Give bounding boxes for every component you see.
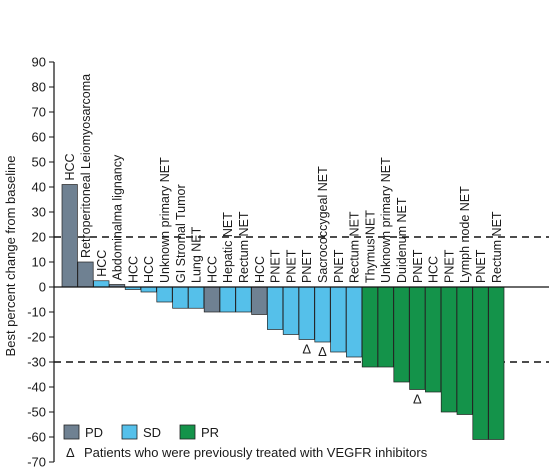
bar-25 <box>456 286 473 415</box>
y-tick-label-15: -60 <box>27 430 46 445</box>
legend-swatch-sd <box>121 424 138 440</box>
bar-19 <box>361 286 378 368</box>
category-label-12: HCC <box>253 256 267 283</box>
bar-5 <box>140 286 157 293</box>
bar-0 <box>61 184 78 288</box>
category-label-7: GI Stromal Tumor <box>174 184 188 283</box>
bar-10 <box>219 286 236 313</box>
legend: PD SD PR <box>63 424 219 440</box>
y-tick-label-12: -30 <box>27 355 46 370</box>
y-tick-label-6: 30 <box>32 205 46 220</box>
category-label-16: Sacrococcygeal NET <box>316 166 330 283</box>
category-label-2: HCC <box>95 250 109 277</box>
marker-0: Δ <box>302 342 311 357</box>
bar-15 <box>298 286 315 340</box>
y-ticks: 90 80 70 60 50 40 30 20 10 0 -10 -20 -30 -40 -50 -60 -70 <box>27 55 54 470</box>
bar-7 <box>172 286 189 309</box>
bar-13 <box>267 286 284 330</box>
y-tick-label-2: 70 <box>32 105 46 120</box>
bar-21 <box>393 286 410 383</box>
bar-23 <box>425 286 442 393</box>
y-tick-label-7: 20 <box>32 230 46 245</box>
y-tick-label-1: 80 <box>32 80 46 95</box>
bar-24 <box>440 286 457 413</box>
category-label-3: Abdominalma lignancy <box>111 154 125 281</box>
bar-9 <box>203 286 220 313</box>
category-label-8: Lung NET <box>190 226 204 283</box>
bar-6 <box>156 286 173 303</box>
y-axis-label: Best percent change from baseline <box>3 156 18 357</box>
y-tick-label-11: -20 <box>27 330 46 345</box>
marker-1: Δ <box>318 344 327 359</box>
legend-label-pd: PD <box>85 425 103 440</box>
y-tick-label-16: -70 <box>27 455 46 470</box>
category-label-19: Thymus NET <box>363 210 377 283</box>
legend-swatch-pd <box>63 424 80 440</box>
category-label-13: PNET <box>269 249 283 283</box>
footnote: Δ Patients who were previously treated w… <box>66 445 428 460</box>
category-label-5: HCC <box>142 256 156 283</box>
bars <box>61 184 505 440</box>
bar-20 <box>377 286 394 368</box>
y-tick-label-5: 40 <box>32 180 46 195</box>
category-label-15: PNET <box>300 249 314 283</box>
category-label-6: Unknown primary NET <box>158 157 172 283</box>
y-tick-label-4: 50 <box>32 155 46 170</box>
bar-17 <box>330 286 347 353</box>
category-label-11: Rectum NET <box>237 211 251 283</box>
bar-16 <box>314 286 331 343</box>
category-label-1: Retroperitoneal Leiomyosarcoma <box>79 74 93 258</box>
y-tick-label-14: -50 <box>27 405 46 420</box>
category-label-26: PNET <box>474 249 488 283</box>
category-label-21: Duidenum NET <box>395 197 409 283</box>
legend-label-sd: SD <box>143 425 161 440</box>
category-label-20: Unknown primary NET <box>379 157 393 283</box>
y-tick-label-10: -10 <box>27 305 46 320</box>
bar-11 <box>235 286 252 313</box>
bar-8 <box>188 286 205 309</box>
category-label-10: Hepatic NET <box>221 212 235 283</box>
bar-22 <box>409 286 426 390</box>
category-label-22: PNET <box>411 249 425 283</box>
category-label-0: HCC <box>63 153 77 180</box>
category-label-18: Rectum NET <box>348 211 362 283</box>
bar-14 <box>282 286 299 335</box>
footnote-text: Patients who were previously treated wit… <box>84 445 428 460</box>
legend-label-pr: PR <box>201 425 219 440</box>
y-tick-label-13: -40 <box>27 380 46 395</box>
category-label-14: PNET <box>284 249 298 283</box>
bar-1 <box>77 261 94 288</box>
marker-2: Δ <box>413 392 422 407</box>
y-tick-label-9: 0 <box>39 280 46 295</box>
category-label-25: Lymph node NET <box>458 186 472 283</box>
y-tick-label-8: 10 <box>32 255 46 270</box>
category-label-24: PNET <box>442 249 456 283</box>
legend-swatch-pr <box>179 424 196 440</box>
bar-2 <box>93 280 110 288</box>
bar-18 <box>346 286 363 358</box>
y-tick-label-3: 60 <box>32 130 46 145</box>
category-label-23: HCC <box>427 256 441 283</box>
markers: Δ ΔΔ <box>302 342 422 407</box>
bar-27 <box>488 286 505 440</box>
bar-12 <box>251 286 268 315</box>
footnote-symbol: Δ <box>66 445 75 460</box>
category-label-27: Rectum NET <box>490 211 504 283</box>
category-label-4: HCC <box>126 256 140 283</box>
y-tick-label-0: 90 <box>32 55 46 70</box>
category-label-17: PNET <box>332 249 346 283</box>
category-label-9: HCC <box>205 256 219 283</box>
bar-26 <box>472 286 489 440</box>
